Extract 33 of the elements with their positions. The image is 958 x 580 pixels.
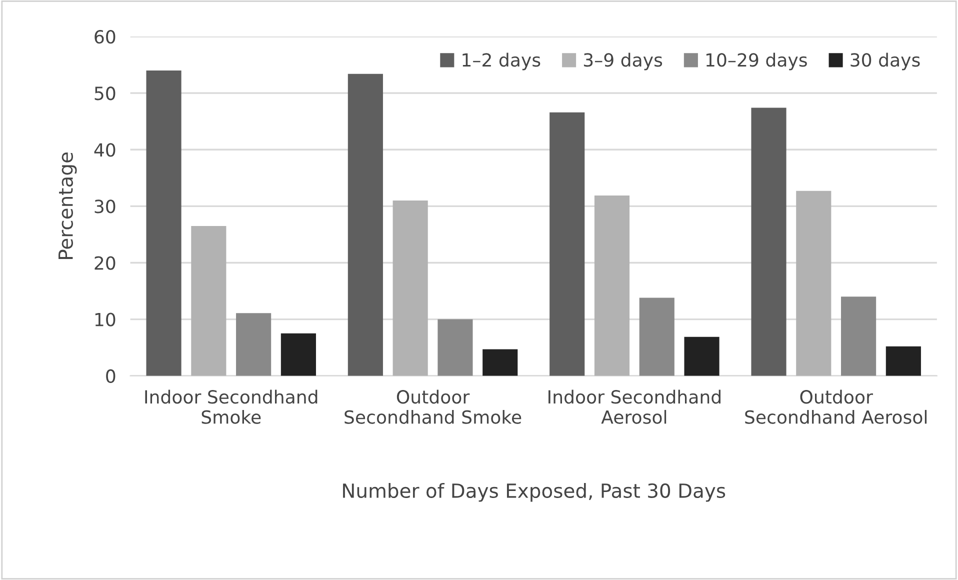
bar <box>482 349 518 376</box>
y-tick-label: 0 <box>106 369 116 383</box>
y-tick-label: 20 <box>94 256 116 270</box>
bar <box>751 108 786 376</box>
y-tick-label: 30 <box>94 200 116 214</box>
y-tick-label: 40 <box>94 143 116 157</box>
legend-label: 30 days <box>850 52 920 70</box>
legend-label: 3–9 days <box>584 52 662 70</box>
y-axis-title: Percentage <box>58 152 77 259</box>
y-tick-label: 60 <box>94 30 116 44</box>
legend-label: 1–2 days <box>462 52 540 70</box>
y-tick-label: 50 <box>94 86 116 100</box>
bar <box>146 70 182 376</box>
x-tick-label: Outdoor Secondhand Smoke <box>344 390 522 424</box>
bar <box>684 336 720 376</box>
legend-label: 10–29 days <box>706 52 807 70</box>
bar <box>796 190 832 376</box>
bar <box>438 319 473 376</box>
bar <box>594 195 630 376</box>
bar <box>191 226 226 376</box>
bar <box>392 200 428 376</box>
bar <box>886 346 921 376</box>
x-tick-label: Indoor Secondhand Aerosol <box>548 390 720 424</box>
bar <box>639 298 674 376</box>
bar <box>348 74 383 376</box>
bar <box>280 333 316 376</box>
x-tick-label: Indoor Secondhand Smoke <box>145 390 318 424</box>
bar <box>236 313 272 376</box>
bar <box>550 112 585 376</box>
y-tick-label: 10 <box>95 312 116 326</box>
x-tick-label: Outdoor Secondhand Aerosol <box>745 390 927 424</box>
bar <box>841 296 876 376</box>
x-axis-title: Number of Days Exposed, Past 30 Days <box>343 482 726 502</box>
